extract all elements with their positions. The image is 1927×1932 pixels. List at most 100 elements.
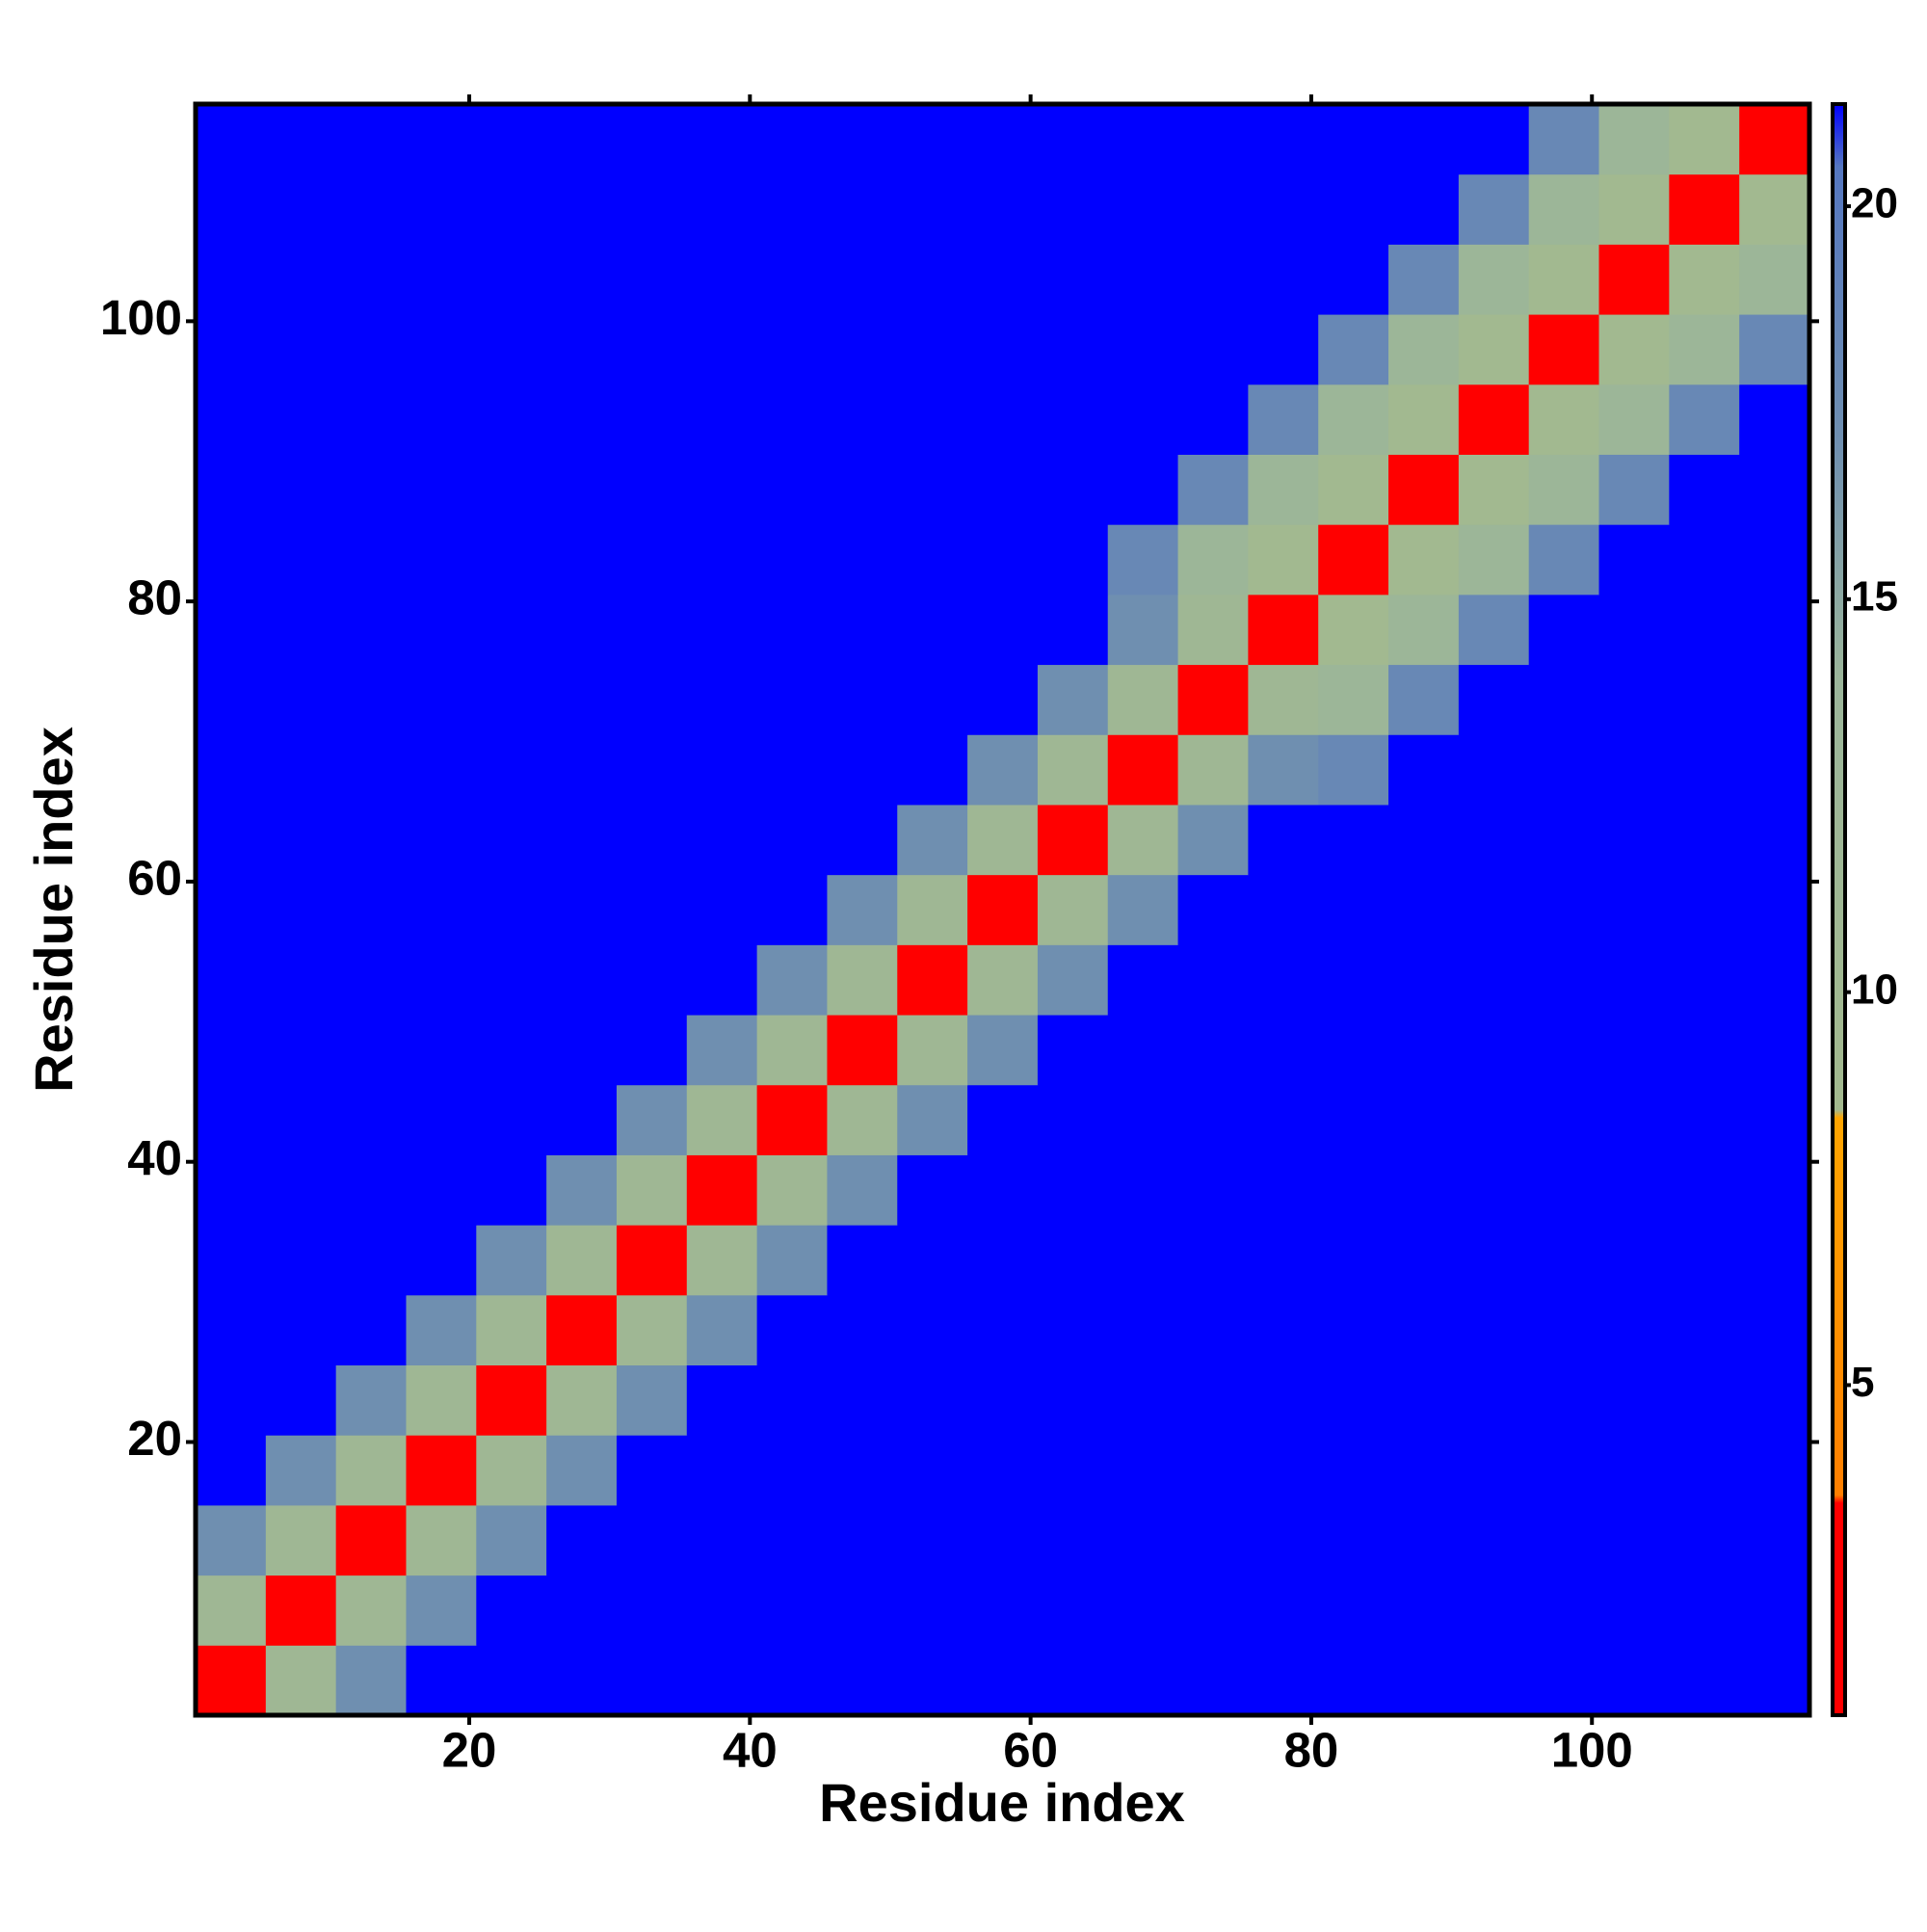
heatmap-cell [1318, 1015, 1389, 1086]
heatmap-cell [897, 384, 968, 455]
heatmap-cell [897, 944, 968, 1016]
heatmap-cell [265, 244, 337, 315]
heatmap-cell [1107, 1154, 1179, 1226]
heatmap-cell [616, 384, 688, 455]
heatmap-cell [1318, 1435, 1389, 1506]
heatmap-cell [335, 173, 407, 245]
heatmap-cell [1248, 384, 1319, 455]
heatmap-cell [897, 1364, 968, 1436]
heatmap-cell [1739, 1645, 1810, 1716]
heatmap-cell [967, 1084, 1039, 1155]
heatmap-cell [827, 944, 898, 1016]
heatmap-cell [1598, 384, 1670, 455]
heatmap-cell [897, 173, 968, 245]
heatmap-cell [1318, 1504, 1389, 1576]
heatmap-cell [1388, 1504, 1460, 1576]
heatmap-cell [1107, 1364, 1179, 1436]
colorbar-tick-label: 10 [1851, 966, 1898, 1013]
heatmap-cell [265, 524, 337, 595]
heatmap-cell [1598, 734, 1670, 806]
heatmap-cell [1177, 454, 1249, 525]
heatmap-cell [1528, 1504, 1600, 1576]
heatmap-cell [897, 1435, 968, 1506]
heatmap-cell [546, 1154, 618, 1226]
heatmap-cell [756, 244, 828, 315]
heatmap-cell [1037, 104, 1109, 175]
heatmap-cell [1528, 244, 1600, 315]
heatmap-cell [1669, 1015, 1740, 1086]
heatmap-cell [1528, 804, 1600, 876]
heatmap-cell [1318, 454, 1389, 525]
heatmap-cell [616, 1435, 688, 1506]
heatmap-cell [1598, 664, 1670, 735]
heatmap-cell [196, 244, 267, 315]
heatmap-cell [1037, 1435, 1109, 1506]
heatmap-cell [616, 594, 688, 666]
heatmap-cell [616, 1154, 688, 1226]
heatmap-cell [1598, 1575, 1670, 1646]
heatmap-cell [756, 1225, 828, 1296]
heatmap-cell [686, 594, 758, 666]
heatmap-cell [1388, 524, 1460, 595]
heatmap-cell [406, 804, 477, 876]
heatmap-cell [1388, 874, 1460, 945]
heatmap-cell [196, 1225, 267, 1296]
heatmap-cell [476, 244, 547, 315]
heatmap-cell [1037, 1154, 1109, 1226]
heatmap-cell [546, 1645, 618, 1716]
heatmap-cell [406, 244, 477, 315]
heatmap-cell [827, 594, 898, 666]
heatmap-cell [406, 1294, 477, 1366]
heatmap-cell [756, 1504, 828, 1576]
heatmap-cell [1177, 1084, 1249, 1155]
heatmap-cell [1037, 173, 1109, 245]
heatmap-cell [265, 804, 337, 876]
heatmap-cell [196, 104, 267, 175]
heatmap-cell [546, 314, 618, 385]
heatmap-cell [1458, 1575, 1530, 1646]
heatmap-cell [1248, 594, 1319, 666]
heatmap-cell [476, 734, 547, 806]
heatmap-cell [546, 384, 618, 455]
heatmap-cell [1177, 594, 1249, 666]
heatmap-cell [827, 734, 898, 806]
heatmap-cell [1107, 244, 1179, 315]
heatmap-cell [546, 1294, 618, 1366]
heatmap-cell [546, 944, 618, 1016]
plot-frame [193, 101, 1812, 1718]
heatmap-cell [756, 314, 828, 385]
heatmap-cell [1318, 244, 1389, 315]
heatmap-cell [265, 173, 337, 245]
heatmap-cell [967, 314, 1039, 385]
heatmap-cell [335, 244, 407, 315]
y-axis-label: Residue index [23, 727, 84, 1093]
heatmap-cell [1107, 594, 1179, 666]
heatmap-cell [967, 734, 1039, 806]
y-tick-label: 20 [127, 1411, 182, 1466]
heatmap-cell [1528, 1154, 1600, 1226]
heatmap-cell [1669, 1575, 1740, 1646]
colorbar-tick-label: 20 [1851, 180, 1898, 227]
heatmap-cell [406, 314, 477, 385]
x-tick-label: 60 [1003, 1722, 1058, 1777]
heatmap-cell [967, 1015, 1039, 1086]
heatmap-cell [1318, 104, 1389, 175]
heatmap-cell [1528, 1294, 1600, 1366]
heatmap-cell [1037, 1084, 1109, 1155]
heatmap-cell [616, 944, 688, 1016]
heatmap-cell [1318, 664, 1389, 735]
heatmap-cell [1528, 664, 1600, 735]
heatmap-cell [1318, 314, 1389, 385]
heatmap-cell [1739, 1154, 1810, 1226]
heatmap-cell [616, 1015, 688, 1086]
heatmap-cell [1739, 1015, 1810, 1086]
heatmap-cell [1388, 314, 1460, 385]
heatmap-cell [1107, 384, 1179, 455]
heatmap-cell [476, 664, 547, 735]
colorbar-tick-label: 15 [1851, 572, 1898, 620]
heatmap-cell [1318, 1364, 1389, 1436]
heatmap-cell [196, 1154, 267, 1226]
heatmap-cell [1248, 1504, 1319, 1576]
heatmap-cell [1598, 1294, 1670, 1366]
heatmap-cell [1669, 1084, 1740, 1155]
